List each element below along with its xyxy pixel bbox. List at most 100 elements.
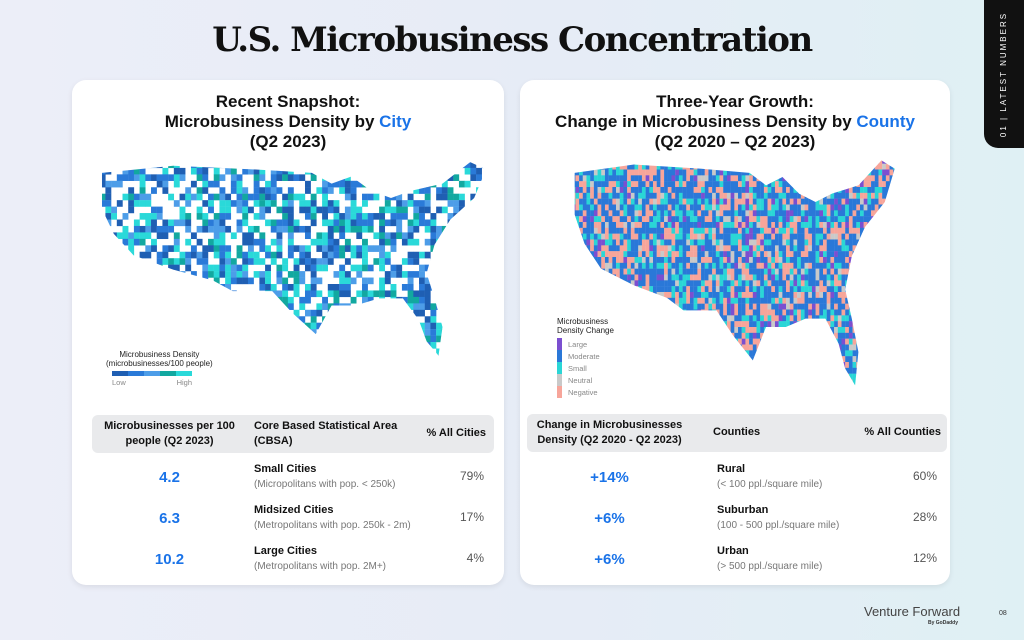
map-region xyxy=(664,286,668,293)
map-region xyxy=(826,257,831,264)
map-region xyxy=(476,232,482,240)
map-region xyxy=(730,274,735,281)
map-region xyxy=(660,187,665,194)
map-region xyxy=(686,356,691,363)
map-region xyxy=(841,309,846,316)
map-region xyxy=(634,163,639,170)
map-region xyxy=(627,204,631,211)
map-region xyxy=(641,204,646,211)
map-region xyxy=(219,342,226,349)
map-region xyxy=(741,204,746,211)
map-region xyxy=(804,216,809,223)
map-region xyxy=(390,167,397,175)
map-region xyxy=(616,327,620,334)
map-region xyxy=(242,309,249,317)
map-region xyxy=(734,239,739,246)
map-region xyxy=(168,174,175,181)
map-region xyxy=(664,268,668,275)
map-region xyxy=(771,292,776,299)
map-region xyxy=(763,292,768,299)
map-region xyxy=(726,268,731,275)
map-region xyxy=(660,198,665,205)
map-region xyxy=(623,373,628,380)
map-region xyxy=(874,222,879,229)
map-region xyxy=(579,286,583,293)
map-region xyxy=(778,362,783,369)
map-region xyxy=(845,262,850,269)
map-region xyxy=(601,257,606,264)
map-region xyxy=(597,268,602,275)
map-region xyxy=(225,206,232,214)
map-region xyxy=(583,152,587,158)
map-region xyxy=(574,160,576,164)
map-region xyxy=(470,193,477,201)
map-region xyxy=(464,219,471,227)
map-region xyxy=(601,192,606,199)
map-region xyxy=(808,187,813,194)
map-region xyxy=(763,175,768,182)
map-region xyxy=(741,181,746,188)
map-region xyxy=(173,245,180,252)
map-region xyxy=(763,160,768,164)
map-region xyxy=(582,198,587,205)
map-region xyxy=(874,216,879,223)
map-region xyxy=(373,162,380,169)
map-region xyxy=(660,204,665,211)
map-region xyxy=(689,216,694,223)
map-region xyxy=(236,335,243,343)
map-region xyxy=(871,268,875,275)
map-region xyxy=(704,338,709,345)
map-region xyxy=(476,348,482,356)
map-region xyxy=(237,155,243,162)
map-region xyxy=(701,222,705,229)
map-region xyxy=(848,362,853,369)
map-region xyxy=(293,329,300,336)
map-region xyxy=(579,169,583,176)
map-region xyxy=(219,245,226,252)
map-region xyxy=(362,258,368,265)
map-region xyxy=(579,274,583,281)
map-region xyxy=(767,280,772,287)
map-region xyxy=(586,262,591,269)
map-region xyxy=(786,160,790,164)
map-region xyxy=(593,303,598,310)
map-region xyxy=(641,227,646,234)
map-region xyxy=(619,373,624,380)
map-region xyxy=(800,160,805,164)
map-region xyxy=(774,257,779,264)
map-region xyxy=(856,227,861,234)
map-region xyxy=(730,362,735,369)
map-region xyxy=(797,181,802,188)
map-region xyxy=(823,297,827,304)
map-region xyxy=(786,169,790,176)
map-region xyxy=(664,163,668,170)
map-region xyxy=(481,232,487,240)
map-region xyxy=(350,309,357,317)
map-region xyxy=(390,264,397,272)
map-region xyxy=(641,332,646,339)
map-region xyxy=(723,160,728,164)
map-region xyxy=(202,309,209,317)
map-region xyxy=(845,198,850,205)
map-region xyxy=(616,169,620,176)
map-region xyxy=(619,239,624,246)
map-region xyxy=(834,280,838,287)
map-region xyxy=(852,163,857,170)
map-region xyxy=(889,332,894,339)
map-region xyxy=(139,213,146,220)
map-region xyxy=(487,265,490,272)
map-region xyxy=(774,204,779,211)
map-region xyxy=(701,292,705,299)
map-region xyxy=(664,175,668,182)
map-region xyxy=(582,163,587,170)
map-region xyxy=(804,262,809,269)
map-region xyxy=(179,258,186,265)
map-region xyxy=(811,356,816,363)
map-region xyxy=(667,367,672,374)
map-region xyxy=(168,290,175,298)
map-region xyxy=(116,309,123,317)
map-region xyxy=(604,268,609,275)
map-region xyxy=(593,257,598,264)
map-region xyxy=(826,233,831,240)
map-region xyxy=(645,373,650,380)
